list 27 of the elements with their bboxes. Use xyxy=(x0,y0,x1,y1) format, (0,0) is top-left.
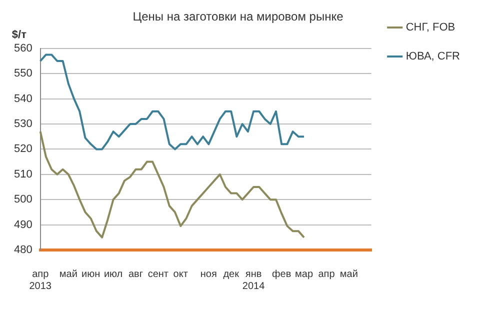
x-tick-label: июл xyxy=(104,268,123,280)
x-tick-label: апр xyxy=(318,268,336,280)
y-tick-label: 520 xyxy=(14,143,32,156)
x-tick-label: апр 2013 xyxy=(29,268,52,292)
legend-label: ЮВА, CFR xyxy=(406,50,460,63)
x-tick-label: май xyxy=(340,268,358,280)
x-tick-label: янв 2014 xyxy=(242,268,266,292)
y-tick-label: 510 xyxy=(14,168,32,180)
y-tick-label: 550 xyxy=(14,68,32,80)
y-tick-label: 540 xyxy=(14,92,32,105)
y-tick-label: 500 xyxy=(14,194,32,206)
y-tick-label: 490 xyxy=(14,218,32,231)
x-tick-label: дек xyxy=(223,268,240,280)
x-tick-label: авг xyxy=(128,268,144,280)
x-tick-label: окт xyxy=(173,268,188,280)
x-tick-label: мар xyxy=(295,268,314,280)
x-tick-label: ноя xyxy=(200,268,217,280)
x-tick-label: сент xyxy=(148,268,169,280)
y-tick-label: 530 xyxy=(14,118,32,130)
chart-title: Цены на заготовки на мировом рынке xyxy=(132,10,344,24)
x-tick-label: фев xyxy=(272,268,292,280)
y-tick-label: 480 xyxy=(14,244,32,256)
y-axis-title: $/т xyxy=(12,28,28,41)
y-tick-label: 560 xyxy=(14,42,32,54)
legend-label: СНГ, FOB xyxy=(406,22,456,34)
x-tick-label: май xyxy=(59,268,78,280)
x-tick-label: июн xyxy=(82,268,100,280)
